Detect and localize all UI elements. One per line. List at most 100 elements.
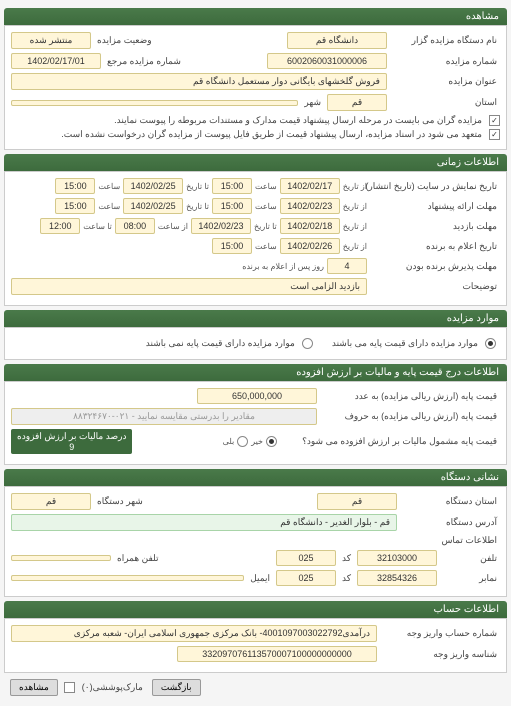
label-email: ایمیل xyxy=(247,573,273,584)
label-opt2: موارد مزایده دارای قیمت پایه نمی باشند xyxy=(143,338,298,349)
label-fax: نمابر xyxy=(440,573,500,584)
section-header-time: اطلاعات زمانی xyxy=(4,154,507,171)
label-phone: تلفن xyxy=(440,553,500,564)
section-header-account: اطلاعات حساب xyxy=(4,601,507,618)
field-org-city: قم xyxy=(11,493,91,510)
section-header-items: موارد مزایده xyxy=(4,310,507,327)
section-body-org: استان دستگاه قم شهر دستگاه قم آدرس دستگا… xyxy=(4,486,507,597)
field-fax: 32854326 xyxy=(357,570,437,586)
label-percent: درصد مالیات بر ارزش افزوده xyxy=(17,431,126,441)
field-base-txt: مقادیر را بدرستی مقایسه نمایید - ۰۲۱-۸۸۳… xyxy=(11,408,317,425)
label-subject: عنوان مزایده xyxy=(390,76,500,87)
section-body-price: قیمت پایه (ارزش ریالی مزایده) به عدد 650… xyxy=(4,381,507,465)
field-ref-no: 1402/02/17/01 xyxy=(11,53,101,69)
label-org-name: نام دستگاه مزایده گزار xyxy=(390,35,500,46)
field-auction-no: 6002060031000006 xyxy=(267,53,387,69)
label-org-state: استان دستگاه xyxy=(400,496,500,507)
label-ttime: تا ساعت xyxy=(83,222,112,231)
field-display-t2: 15:00 xyxy=(55,178,95,194)
field-accept-days: 4 xyxy=(327,258,367,274)
label-accept: مهلت پذیرش برنده بودن xyxy=(370,261,500,272)
label-account: شماره حساب واریز وجه xyxy=(380,628,500,639)
label-from4: از تاریخ xyxy=(343,242,367,251)
label-city: شهر xyxy=(301,97,324,108)
field-offer-t1: 15:00 xyxy=(212,198,252,214)
field-offer-d2: 1402/02/25 xyxy=(123,198,183,214)
label-org-city: شهر دستگاه xyxy=(94,496,146,507)
checkbox-docs[interactable]: ✓ xyxy=(489,115,500,126)
label-visit-date: مهلت بازدید xyxy=(370,221,500,232)
label-vat-no: خیر xyxy=(251,437,263,446)
field-base-num: 650,000,000 xyxy=(197,388,317,404)
field-status: منتشر شده xyxy=(11,32,91,49)
checkbox-commit[interactable]: ✓ xyxy=(489,129,500,140)
label-vat: قیمت پایه مشمول مالیات بر ارزش افزوده می… xyxy=(280,436,500,447)
label-notes: توضیحات xyxy=(370,281,500,292)
section-header-org: نشانی دستگاه xyxy=(4,469,507,486)
label-acc-id: شناسه واریز وجه xyxy=(380,649,500,660)
field-account: درآمدی4001097003022792- بانک مرکزی جمهور… xyxy=(11,625,377,642)
label-base-txt: قیمت پایه (ارزش ریالی مزایده) به حروف xyxy=(320,411,500,422)
section-header-general: مشاهده xyxy=(4,8,507,25)
radio-vat-yes[interactable] xyxy=(237,436,248,447)
label-time4: ساعت xyxy=(255,242,277,251)
label-from1: از تاریخ xyxy=(343,182,367,191)
field-org-addr: قم - بلوار الغدیر - دانشگاه قم xyxy=(11,514,397,531)
field-winner-d1: 1402/02/26 xyxy=(280,238,340,254)
label-ref-no: شماره مزایده مرجع xyxy=(104,56,184,67)
label-check2: متعهد می شود در اسناد مزایده، ارسال پیشن… xyxy=(58,129,485,140)
field-phone: 32103000 xyxy=(357,550,437,566)
label-to3: تا تاریخ xyxy=(254,222,277,231)
label-check1: مزایده گران می بایست در مرحله ارسال پیشن… xyxy=(111,115,485,126)
radio-vat-no[interactable] xyxy=(266,436,277,447)
label-fax-code: کد xyxy=(339,573,354,584)
section-header-price: اطلاعات درج قیمت پایه و مالیات بر ارزش ا… xyxy=(4,364,507,381)
field-notes: بازدید الزامی است xyxy=(11,278,367,295)
field-winner-t1: 15:00 xyxy=(212,238,252,254)
footer: بازگشت مارک‌پوششی(۰) مشاهده xyxy=(4,673,507,702)
field-mobile xyxy=(11,555,111,561)
label-display-date: تاریخ نمایش در سایت (تاریخ انتشار) xyxy=(370,181,500,192)
label-time2: ساعت xyxy=(255,202,277,211)
label-mobile: تلفن همراه xyxy=(114,553,162,564)
label-auction-no: شماره مزایده xyxy=(390,56,500,67)
label-contact: اطلاعات تماس xyxy=(438,535,500,546)
label-time1b: ساعت xyxy=(98,182,120,191)
label-to1: تا تاریخ xyxy=(186,182,209,191)
label-org-addr: آدرس دستگاه xyxy=(400,517,500,528)
field-subject: فروش گلخشهای بایگانی دوار مستعمل دانشگاه… xyxy=(11,73,387,90)
section-body-time: تاریخ نمایش در سایت (تاریخ انتشار) از تا… xyxy=(4,171,507,306)
radio-has-base[interactable] xyxy=(485,338,496,349)
label-time1: ساعت xyxy=(255,182,277,191)
field-visit-t2: 12:00 xyxy=(40,218,80,234)
label-offer-date: مهلت ارائه پیشنهاد xyxy=(370,201,500,212)
label-status: وضعیت مزایده xyxy=(94,35,155,46)
field-offer-t2: 15:00 xyxy=(55,198,95,214)
field-offer-d1: 1402/02/23 xyxy=(280,198,340,214)
field-city xyxy=(11,100,298,106)
field-org-name: دانشگاه قم xyxy=(287,32,387,49)
view-button[interactable]: مشاهده xyxy=(10,679,58,696)
field-org-state: قم xyxy=(317,493,397,510)
field-visit-t1: 08:00 xyxy=(115,218,155,234)
field-visit-d1: 1402/02/18 xyxy=(280,218,340,234)
label-to2: تا تاریخ xyxy=(186,202,209,211)
radio-no-base[interactable] xyxy=(302,338,313,349)
field-visit-d2: 1402/02/23 xyxy=(191,218,251,234)
label-preview: مارک‌پوششی(۰) xyxy=(79,682,146,693)
label-opt1: موارد مزایده دارای قیمت پایه می باشند xyxy=(329,338,481,349)
section-body-account: شماره حساب واریز وجه درآمدی4001097003022… xyxy=(4,618,507,673)
label-base-num: قیمت پایه (ارزش ریالی مزایده) به عدد xyxy=(320,391,500,402)
section-body-items: موارد مزایده دارای قیمت پایه می باشند مو… xyxy=(4,327,507,360)
label-vat-yes: بلی xyxy=(223,437,235,446)
field-display-d1: 1402/02/17 xyxy=(280,178,340,194)
checkbox-preview[interactable] xyxy=(64,682,75,693)
label-phone-code: کد xyxy=(339,553,354,564)
field-display-d2: 1402/02/25 xyxy=(123,178,183,194)
label-state: استان xyxy=(390,97,500,108)
field-display-t1: 15:00 xyxy=(212,178,252,194)
label-ftime: از ساعت xyxy=(158,222,188,231)
label-from2: از تاریخ xyxy=(343,202,367,211)
label-time2b: ساعت xyxy=(98,202,120,211)
back-button[interactable]: بازگشت xyxy=(152,679,201,696)
